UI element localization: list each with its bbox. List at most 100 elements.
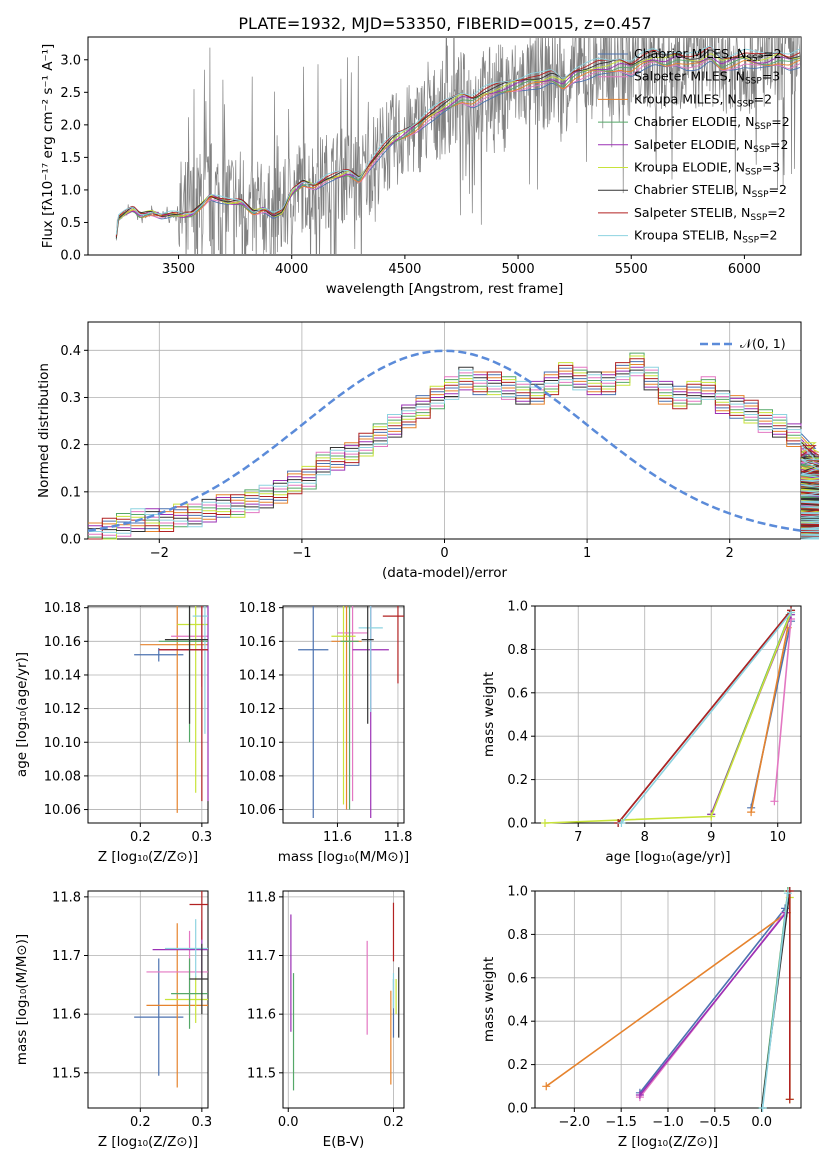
- x-axis-label: Z [log₁₀(Z/Z⊙)]: [98, 1134, 198, 1150]
- y-tick-label: 10.18: [239, 601, 276, 616]
- y-axis-label: Normed distribution: [36, 363, 52, 498]
- x-tick-label: 10: [769, 830, 786, 845]
- observed-spectrum-line: [115, 37, 801, 255]
- mass-weight-line: [545, 912, 788, 1087]
- y-tick-label: 0.6: [507, 971, 528, 986]
- x-axis-label: wavelength [Angstrom, rest frame]: [326, 281, 564, 297]
- x-tick-label: 0.0: [751, 1115, 772, 1130]
- x-tick-label: 5000: [502, 262, 535, 277]
- panel-7: −2.0 −1.5 −1.0 −0.5 0.0 0.0 0.2 0.4 0.6 0.8 1.0 Z […: [481, 885, 802, 1150]
- axes-frame: [534, 890, 802, 1109]
- mass-weight-marker: [785, 1095, 794, 1104]
- mass-weight-line: [617, 609, 792, 824]
- x-tick-label: 5500: [615, 262, 648, 277]
- mass-weight-marker: [758, 1104, 767, 1112]
- panel-2: 0.2 0.3 10.06 10.08 10.10 10.12 10.14 10.16 10.1…: [14, 601, 212, 865]
- y-tick-label: 0.1: [60, 485, 81, 500]
- x-axis-label: (data-model)/error: [382, 565, 508, 581]
- gaussian-reference-curve: [87, 349, 802, 532]
- y-tick-label: 0.2: [60, 438, 81, 453]
- x-axis-label: Z [log₁₀(Z/Z⊙)]: [98, 849, 198, 865]
- y-tick-label: 0.0: [60, 533, 81, 548]
- x-tick-label: 4000: [275, 262, 308, 277]
- x-tick-label: −1.0: [652, 1115, 684, 1130]
- x-tick-label: 3500: [162, 262, 195, 277]
- y-tick-label: 11.7: [52, 949, 81, 964]
- y-tick-label: 0.8: [507, 643, 528, 658]
- figure-title: PLATE=1932, MJD=53350, FIBERID=0015, z=0…: [238, 14, 651, 33]
- y-tick-label: 1.0: [507, 600, 528, 615]
- spectrum-data: [115, 37, 801, 255]
- x-tick-label: 0.2: [383, 1115, 404, 1130]
- legend-entry: Chabrier ELODIE, NSSP=2: [634, 114, 790, 132]
- y-tick-label: 2.0: [60, 118, 81, 133]
- y-tick-label: 0.4: [60, 344, 81, 359]
- model-spectrum-line: [115, 45, 801, 235]
- residual-histogram: [88, 366, 819, 540]
- mass-weight-line: [773, 618, 792, 802]
- y-tick-label: 0.4: [507, 1015, 528, 1030]
- axes-frame: [282, 890, 405, 1109]
- residual-histogram: [88, 366, 819, 540]
- x-tick-label: 6000: [728, 262, 761, 277]
- y-tick-label: 0.2: [507, 1058, 528, 1073]
- x-tick-label: 9: [707, 830, 715, 845]
- y-tick-label: 10.18: [44, 601, 81, 616]
- y-tick-label: 0.8: [507, 928, 528, 943]
- panel-5: 0.2 0.3 11.5 11.6 11.7 11.8 Z [log₁₀(Z/Z⊙)] mas…: [14, 890, 212, 1150]
- axes-frame: [534, 605, 802, 824]
- x-axis-label: E(B-V): [323, 1134, 365, 1150]
- y-tick-label: 2.5: [60, 86, 81, 101]
- mass-weight-line: [639, 912, 787, 1096]
- mass-weight-marker: [707, 812, 716, 821]
- model-spectrum-line: [115, 58, 801, 236]
- residual-histogram: [88, 352, 819, 540]
- y-tick-label: 10.16: [44, 635, 81, 650]
- y-tick-label: 0.0: [60, 249, 81, 264]
- y-tick-label: 10.06: [239, 803, 276, 818]
- legend-entry: Kroupa ELODIE, NSSP=3: [634, 160, 780, 178]
- y-tick-label: 11.8: [247, 890, 276, 905]
- y-tick-label: 1.0: [60, 183, 81, 198]
- y-tick-label: 1.0: [507, 885, 528, 900]
- y-axis-label: mass weight: [481, 672, 497, 757]
- y-tick-label: 0.6: [507, 686, 528, 701]
- x-tick-label: −1: [292, 546, 311, 561]
- x-tick-label: 2: [726, 546, 734, 561]
- legend-entry: Chabrier STELIB, NSSP=2: [634, 182, 787, 200]
- y-tick-label: 11.5: [247, 1066, 276, 1081]
- mass-weight-line: [639, 907, 786, 1094]
- x-tick-label: 4500: [388, 262, 421, 277]
- mass-weight-line: [761, 893, 789, 1109]
- x-tick-label: 0.2: [130, 830, 151, 845]
- y-tick-label: 11.5: [52, 1066, 81, 1081]
- mass-weight-line: [620, 611, 792, 824]
- x-tick-label: 0.0: [278, 1115, 299, 1130]
- panel-6: 0.0 0.2 11.5 11.6 11.7 11.8 E(B-V): [247, 890, 405, 1150]
- residual-histogram: [88, 355, 819, 540]
- x-tick-label: 8: [641, 830, 649, 845]
- residual-histogram: [88, 366, 819, 540]
- panel-1: −2 −1 0 1 2 0.0 0.1 0.2 0.3 0.4 (data-model)/error…: [36, 321, 819, 581]
- panel-3: 11.6 11.8 10.06 10.08 10.10 10.12 10.14 10.16 10…: [239, 601, 413, 865]
- x-tick-label: −1.5: [605, 1115, 637, 1130]
- y-tick-label: 11.8: [52, 890, 81, 905]
- legend-entry: 𝒩(0, 1): [740, 336, 786, 351]
- legend-entry: Salpeter MILES, NSSP=3: [634, 69, 780, 87]
- legend-entry: Chabrier MILES, NSSP=2: [634, 46, 782, 64]
- y-tick-label: 0.0: [507, 1102, 528, 1117]
- x-tick-label: 0: [440, 546, 448, 561]
- x-tick-label: 11.6: [323, 830, 352, 845]
- y-tick-label: 10.14: [44, 668, 81, 683]
- y-tick-label: 0.3: [60, 391, 81, 406]
- mass-weight-marker: [635, 1090, 644, 1099]
- y-tick-label: 10.10: [44, 736, 81, 751]
- y-axis-label: Flux [fλ10⁻¹⁷ erg cm⁻² s⁻¹ A⁻¹]: [40, 44, 56, 249]
- x-tick-label: −0.5: [699, 1115, 731, 1130]
- x-tick-label: −2.0: [559, 1115, 591, 1130]
- y-axis-label: mass weight: [481, 957, 497, 1042]
- y-tick-label: 10.12: [44, 702, 81, 717]
- x-tick-label: 0.2: [130, 1115, 151, 1130]
- x-axis-label: mass [log₁₀(M/M⊙)]: [278, 849, 409, 865]
